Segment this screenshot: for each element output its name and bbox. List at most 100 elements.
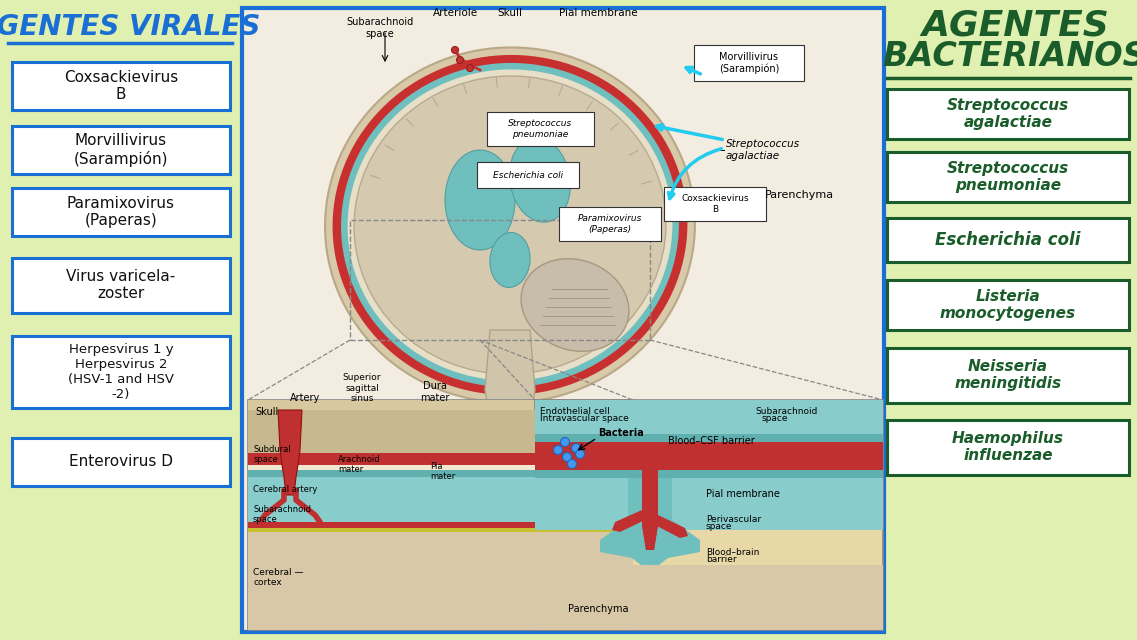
- FancyBboxPatch shape: [887, 218, 1129, 262]
- Text: Subarachnoid
space: Subarachnoid space: [254, 504, 312, 524]
- Text: Artery: Artery: [290, 393, 321, 403]
- Circle shape: [456, 56, 464, 63]
- Text: Listeria
monocytogenes: Listeria monocytogenes: [940, 289, 1076, 321]
- FancyBboxPatch shape: [13, 188, 230, 236]
- FancyBboxPatch shape: [536, 400, 883, 630]
- FancyBboxPatch shape: [13, 62, 230, 110]
- Ellipse shape: [341, 63, 679, 387]
- Text: Virus varicela-
zoster: Virus varicela- zoster: [66, 269, 175, 301]
- Polygon shape: [612, 500, 646, 532]
- Text: Arteriole: Arteriole: [432, 8, 478, 18]
- Circle shape: [572, 444, 581, 452]
- Polygon shape: [248, 522, 633, 528]
- Text: Parenchyma: Parenchyma: [765, 190, 835, 200]
- FancyBboxPatch shape: [13, 126, 230, 174]
- FancyBboxPatch shape: [13, 257, 230, 312]
- Text: space: space: [762, 414, 788, 423]
- Text: Streptococcus
pneumoniae: Streptococcus pneumoniae: [947, 161, 1069, 193]
- Text: Pial membrane: Pial membrane: [558, 8, 638, 18]
- Text: Blood–brain: Blood–brain: [706, 548, 760, 557]
- Ellipse shape: [348, 70, 672, 381]
- Polygon shape: [600, 478, 700, 572]
- Ellipse shape: [509, 138, 571, 222]
- Text: Cerebral —
cortex: Cerebral — cortex: [254, 568, 304, 587]
- Text: Skull: Skull: [255, 407, 279, 417]
- Text: Haemophilus
influenzae: Haemophilus influenzae: [952, 431, 1064, 463]
- Circle shape: [451, 47, 458, 54]
- FancyBboxPatch shape: [887, 89, 1129, 139]
- Ellipse shape: [332, 55, 688, 395]
- Polygon shape: [248, 477, 633, 522]
- FancyBboxPatch shape: [887, 152, 1129, 202]
- Circle shape: [554, 445, 563, 454]
- Text: Perivascular: Perivascular: [706, 515, 761, 524]
- Circle shape: [575, 449, 584, 458]
- Text: Endothelial cell: Endothelial cell: [540, 407, 609, 416]
- Polygon shape: [536, 442, 883, 470]
- Text: Subdural
space: Subdural space: [254, 445, 292, 464]
- FancyBboxPatch shape: [536, 565, 883, 630]
- Text: Subarachnoid
space: Subarachnoid space: [347, 17, 414, 38]
- FancyBboxPatch shape: [887, 419, 1129, 474]
- Text: Dura
mater: Dura mater: [421, 381, 450, 403]
- Ellipse shape: [325, 47, 695, 403]
- Text: Intravascular space: Intravascular space: [540, 414, 629, 423]
- FancyBboxPatch shape: [664, 187, 766, 221]
- Text: AGENTES: AGENTES: [921, 8, 1109, 42]
- Polygon shape: [485, 330, 536, 430]
- Text: BACTERIANOS: BACTERIANOS: [882, 40, 1137, 74]
- Text: Subarachnoid: Subarachnoid: [755, 407, 818, 416]
- Text: Superior
sagittal
sinus: Superior sagittal sinus: [342, 373, 381, 403]
- Text: Coxsackievirus
B: Coxsackievirus B: [681, 195, 749, 214]
- Text: Neisseria
meningitidis: Neisseria meningitidis: [954, 359, 1062, 391]
- FancyBboxPatch shape: [487, 112, 594, 146]
- Text: Coxsackievirus
B: Coxsackievirus B: [64, 70, 179, 102]
- FancyBboxPatch shape: [248, 400, 633, 525]
- FancyBboxPatch shape: [887, 280, 1129, 330]
- Text: Escherichia coli: Escherichia coli: [493, 170, 563, 179]
- Polygon shape: [248, 470, 633, 477]
- FancyBboxPatch shape: [887, 348, 1129, 403]
- FancyBboxPatch shape: [559, 207, 661, 241]
- Polygon shape: [536, 470, 883, 478]
- Text: Pia
mater: Pia mater: [430, 461, 455, 481]
- FancyBboxPatch shape: [248, 400, 633, 630]
- Text: Skull: Skull: [498, 8, 523, 18]
- Text: Pial membrane: Pial membrane: [706, 489, 780, 499]
- Ellipse shape: [354, 76, 666, 374]
- Text: space: space: [706, 522, 732, 531]
- FancyBboxPatch shape: [13, 438, 230, 486]
- Polygon shape: [248, 465, 633, 470]
- Circle shape: [563, 452, 572, 461]
- FancyBboxPatch shape: [694, 45, 804, 81]
- Circle shape: [561, 438, 570, 447]
- FancyBboxPatch shape: [242, 8, 883, 632]
- Text: Escherichia coli: Escherichia coli: [936, 231, 1081, 249]
- Ellipse shape: [521, 259, 629, 351]
- Circle shape: [466, 65, 473, 72]
- Text: barrier: barrier: [706, 555, 737, 564]
- Text: Cerebral artery: Cerebral artery: [254, 485, 317, 494]
- Polygon shape: [279, 410, 302, 495]
- Text: Herpesvirus 1 y
Herpesvirus 2
(HSV-1 and HSV
-2): Herpesvirus 1 y Herpesvirus 2 (HSV-1 and…: [68, 343, 174, 401]
- Text: Paramixovirus
(Paperas): Paramixovirus (Paperas): [578, 214, 642, 234]
- Polygon shape: [642, 470, 658, 550]
- Text: Morvillivirus
(Sarampión): Morvillivirus (Sarampión): [719, 52, 779, 74]
- Text: AGENTES VIRALES: AGENTES VIRALES: [0, 13, 260, 41]
- Polygon shape: [248, 532, 633, 630]
- Text: Streptococcus
agalactiae: Streptococcus agalactiae: [727, 139, 800, 161]
- FancyBboxPatch shape: [536, 400, 883, 530]
- Text: Enterovirus D: Enterovirus D: [69, 454, 173, 470]
- Polygon shape: [248, 528, 633, 532]
- FancyBboxPatch shape: [13, 336, 230, 408]
- Polygon shape: [642, 470, 658, 550]
- Polygon shape: [248, 453, 633, 465]
- Circle shape: [567, 460, 576, 468]
- Text: Morvillivirus
(Sarampión): Morvillivirus (Sarampión): [74, 133, 168, 167]
- Ellipse shape: [445, 150, 515, 250]
- Polygon shape: [536, 434, 883, 442]
- Text: Parenchyma: Parenchyma: [568, 604, 629, 614]
- Polygon shape: [654, 505, 688, 538]
- Text: Paramixovirus
(Paperas): Paramixovirus (Paperas): [67, 196, 175, 228]
- Ellipse shape: [490, 232, 530, 287]
